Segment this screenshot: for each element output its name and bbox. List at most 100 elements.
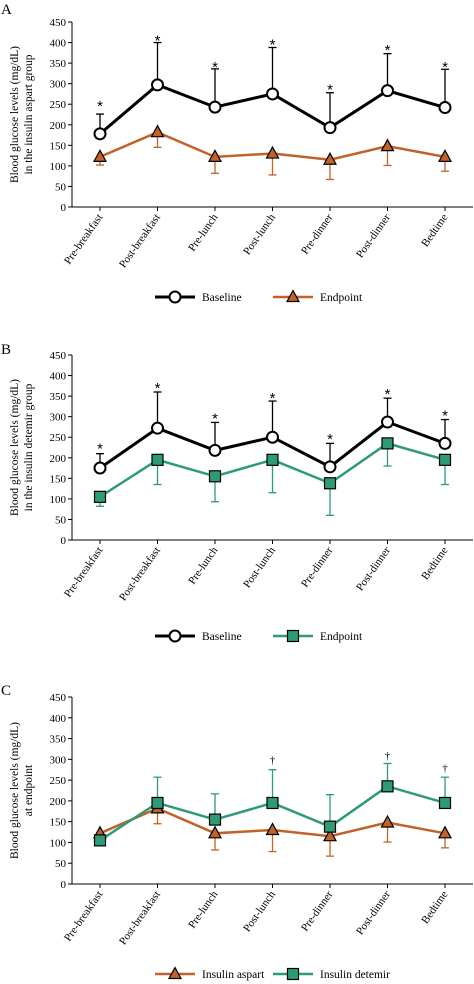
y-tick-label: 50 [55, 514, 67, 526]
significance-marker: * [97, 441, 103, 458]
legend-label: Endpoint [320, 631, 363, 643]
legend-label: Endpoint [320, 292, 363, 304]
square-marker [323, 820, 337, 833]
chart-panel-b: B 0 50 100 150 200 250 300 350 400 450 Pre-breakfas… [1, 342, 473, 643]
significance-marker: † [442, 763, 448, 775]
y-tick-label: 300 [50, 754, 67, 766]
y-tick-label: 250 [50, 775, 67, 787]
legend: Insulin aspart Insulin detemir [155, 966, 390, 981]
significance-marker: * [270, 37, 276, 54]
circle-marker [381, 84, 394, 98]
triangle-marker [380, 814, 395, 828]
y-tick-label: 350 [50, 734, 67, 746]
y-tick-label: 250 [50, 432, 67, 444]
significance-marker: * [327, 82, 333, 99]
circle-marker [208, 100, 222, 114]
chart-panel-c: C 0 50 100 150 200 250 300 350 400 450 Pre-breakfas… [1, 683, 473, 981]
legend-label: Baseline [202, 292, 242, 304]
square-marker [151, 453, 164, 466]
square-marker [266, 453, 279, 466]
y-tick-label: 0 [61, 535, 67, 547]
y-axis-label: Blood glucose levels (mg/dL) [9, 46, 21, 183]
triangle-marker [92, 149, 108, 162]
triangle-marker [207, 825, 223, 839]
significance-marker: * [442, 59, 448, 76]
legend-label: Insulin aspart [202, 969, 265, 981]
square-marker [286, 629, 300, 643]
panel-label: B [1, 342, 11, 358]
y-tick-label: 350 [50, 58, 67, 70]
circle-marker [93, 127, 107, 141]
square-marker [286, 967, 300, 981]
circle-marker [93, 461, 107, 475]
y-axis-label: at endpoint [23, 764, 35, 816]
square-marker [438, 796, 452, 810]
triangle-marker [150, 124, 165, 138]
square-marker [381, 437, 394, 450]
series-baseline [93, 391, 452, 475]
y-tick-label: 200 [50, 453, 67, 465]
square-marker [381, 780, 394, 793]
y-tick-label: 0 [61, 879, 67, 891]
panel-label: A [1, 2, 12, 18]
x-tick-label: Post-dinner [354, 545, 393, 594]
x-tick-label: Post-breakfast [117, 889, 163, 947]
square-marker [93, 834, 107, 847]
significance-marker: * [212, 411, 218, 428]
significance-marker: * [155, 32, 161, 49]
x-tick-label: Bedtime [419, 889, 450, 927]
circle-marker [323, 460, 337, 474]
x-tick-label: Pre-lunch [186, 888, 221, 930]
circle-marker [266, 430, 279, 444]
triangle-marker [265, 822, 280, 836]
y-tick-label: 100 [50, 161, 67, 173]
square-marker [266, 796, 279, 810]
y-tick-label: 50 [55, 181, 67, 193]
x-tick-label: Bedtime [419, 545, 450, 583]
circle-marker [168, 290, 182, 304]
legend-label: Baseline [202, 631, 242, 643]
square-marker [208, 470, 222, 483]
y-axis-label: Blood glucose levels (mg/dL) [9, 379, 21, 516]
x-tick-label: Pre-lunch [186, 211, 221, 253]
series-insulin-detemir [93, 762, 452, 847]
y-tick-label: 450 [50, 350, 67, 362]
x-tick-label: Pre-lunch [186, 544, 221, 586]
y-tick-label: 450 [50, 692, 67, 704]
circle-marker [381, 415, 394, 429]
square-marker [438, 453, 452, 466]
y-tick-label: 150 [50, 140, 67, 152]
y-axis-label: Blood glucose levels (mg/dL) [9, 722, 21, 859]
square-marker [323, 477, 337, 490]
x-tick-label: Pre-dinner [299, 889, 336, 934]
significance-marker: * [442, 408, 448, 425]
x-tick-label: Pre-breakfast [62, 889, 105, 944]
x-tick-label: Pre-breakfast [62, 545, 105, 600]
circle-marker [266, 87, 279, 101]
square-marker [93, 490, 107, 503]
panel-label: C [1, 683, 11, 699]
significance-marker: * [155, 380, 161, 397]
x-tick-label: Pre-dinner [299, 545, 336, 590]
circle-marker [151, 78, 164, 92]
y-tick-label: 200 [50, 796, 67, 808]
y-tick-label: 50 [55, 858, 67, 870]
x-tick-label: Bedtime [419, 212, 450, 250]
circle-marker [438, 101, 452, 115]
series-endpoint [92, 124, 453, 181]
y-tick-label: 400 [50, 713, 67, 725]
y-tick-label: 400 [50, 38, 67, 50]
x-tick-label: Post-lunch [241, 544, 278, 590]
y-axis-label: in the insulin aspart group [23, 54, 35, 174]
significance-marker: * [385, 386, 391, 403]
triangle-marker [167, 966, 183, 980]
significance-marker: † [385, 750, 391, 762]
x-tick-label: Post-breakfast [117, 212, 163, 270]
legend: Baseline Endpoint [155, 629, 363, 643]
chart-panel-a: A 0 50 100 150 200 250 300 350 400 450 Pre-breakfas… [1, 2, 473, 304]
circle-marker [323, 121, 337, 135]
x-tick-label: Post-lunch [241, 211, 278, 257]
y-tick-label: 200 [50, 120, 67, 132]
square-marker [208, 813, 222, 826]
series-endpoint [93, 437, 452, 516]
